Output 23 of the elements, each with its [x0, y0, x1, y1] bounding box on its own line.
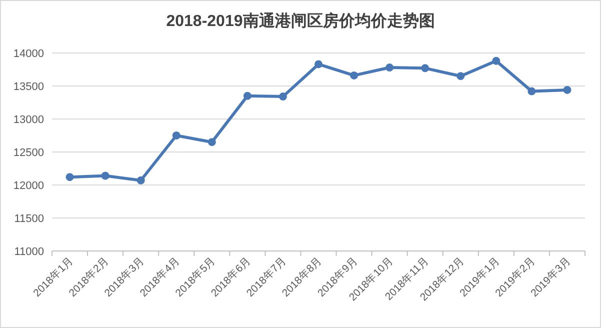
point — [350, 71, 358, 80]
point — [456, 72, 465, 80]
y-tick-label: 12500 — [13, 147, 44, 159]
point — [136, 176, 145, 184]
y-tick-label: 11500 — [14, 213, 44, 225]
y-tick-label: 13000 — [13, 114, 44, 126]
point — [563, 86, 572, 94]
y-tick-label: 12000 — [13, 180, 44, 192]
point — [386, 64, 394, 72]
y-tick-label: 14000 — [13, 48, 44, 60]
chart-title: 2018-2019南通港闸区房价均价走势图 — [166, 11, 435, 30]
point — [492, 56, 500, 65]
point — [243, 92, 252, 100]
point — [101, 172, 110, 180]
point — [278, 92, 287, 101]
point — [172, 132, 180, 140]
y-tick-label: 13500 — [13, 81, 44, 93]
point — [421, 64, 430, 72]
point — [208, 138, 216, 146]
point — [528, 87, 536, 96]
point — [314, 60, 322, 68]
point — [66, 173, 74, 182]
y-tick-label: 11000 — [14, 246, 44, 258]
